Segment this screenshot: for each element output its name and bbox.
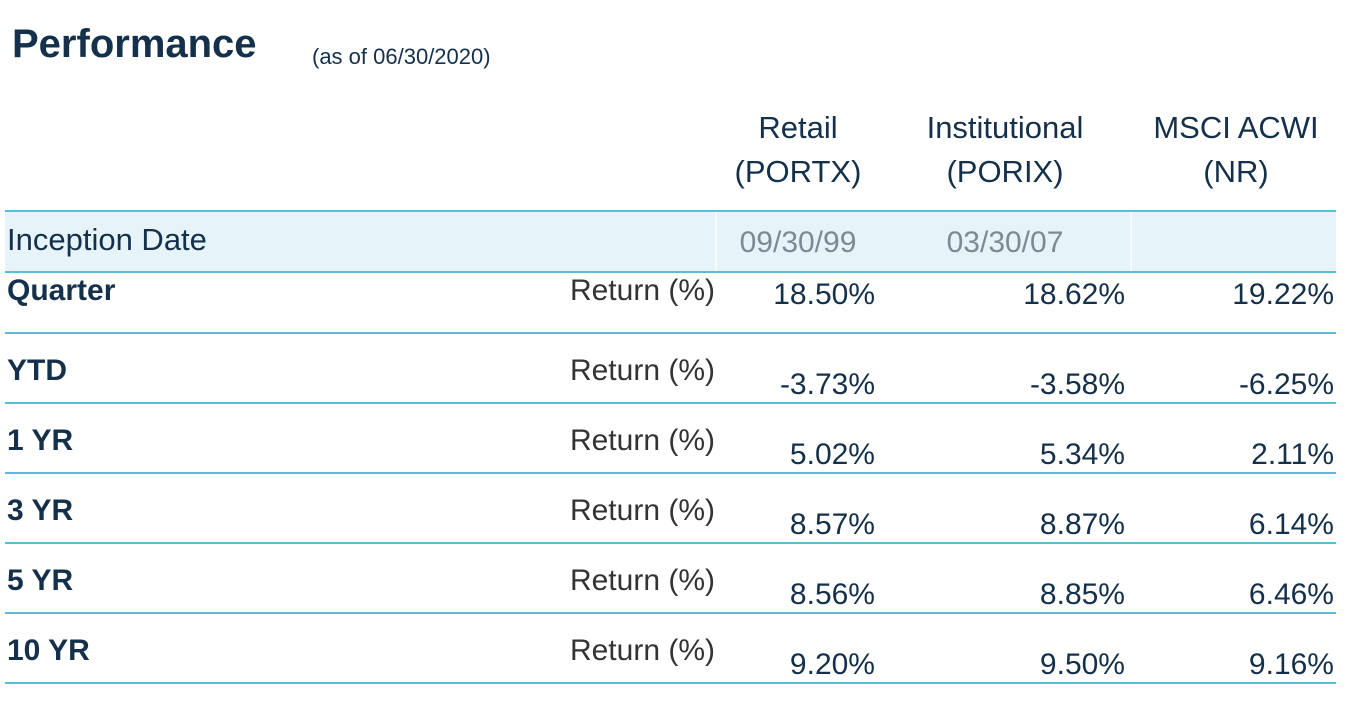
row-label: YTD [7, 354, 67, 387]
title: Performance [12, 22, 257, 66]
return-value: -3.58% [1029, 368, 1125, 401]
row-measure: Return (%) [569, 424, 715, 457]
return-value: 18.62% [1023, 278, 1125, 311]
row-label: Quarter [7, 274, 116, 307]
column-header: (NR) [1203, 154, 1269, 189]
return-value: 18.50% [773, 278, 875, 311]
column-header: (PORIX) [946, 154, 1064, 189]
inception-date: 09/30/99 [739, 226, 857, 259]
return-value: 8.87% [1039, 508, 1125, 541]
return-value: -3.73% [779, 368, 875, 401]
column-header: Retail [758, 110, 838, 145]
cell-separator [1130, 212, 1132, 271]
row-label: 3 YR [7, 494, 74, 527]
row-divider [5, 542, 1336, 544]
return-value: 5.34% [1039, 438, 1125, 471]
row-label: 5 YR [7, 564, 74, 597]
row-divider [5, 612, 1336, 614]
return-value: 6.14% [1248, 508, 1334, 541]
row-label: 1 YR [7, 424, 74, 457]
subtitle: (as of 06/30/2020) [312, 44, 491, 69]
row-measure: Return (%) [569, 274, 715, 307]
return-value: 6.46% [1248, 578, 1334, 611]
return-value: -6.25% [1238, 368, 1334, 401]
column-header: MSCI ACWI [1153, 110, 1319, 145]
row-measure: Return (%) [569, 354, 715, 387]
return-value: 2.11% [1251, 438, 1334, 471]
return-value: 8.56% [789, 578, 875, 611]
row-label: 10 YR [7, 634, 90, 667]
return-value: 8.85% [1039, 578, 1125, 611]
inception-date: 03/30/07 [946, 226, 1064, 259]
row-measure: Return (%) [569, 494, 715, 527]
row-divider [5, 332, 1336, 334]
return-value: 9.16% [1248, 648, 1334, 681]
inception-label: Inception Date [7, 222, 207, 257]
row-measure: Return (%) [569, 564, 715, 597]
return-value: 9.20% [789, 648, 875, 681]
return-value: 5.02% [789, 438, 875, 471]
cell-separator [715, 212, 717, 271]
row-measure: Return (%) [569, 634, 715, 667]
row-divider [5, 682, 1336, 684]
return-value: 9.50% [1039, 648, 1125, 681]
row-divider [5, 472, 1336, 474]
column-header: (PORTX) [734, 154, 862, 189]
return-value: 8.57% [789, 508, 875, 541]
column-header: Institutional [926, 110, 1084, 145]
row-divider [5, 402, 1336, 404]
return-value: 19.22% [1232, 278, 1334, 311]
inception-band [5, 210, 1336, 273]
